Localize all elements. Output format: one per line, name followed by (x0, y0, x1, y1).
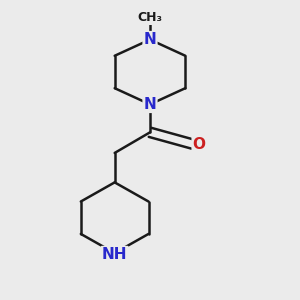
Text: CH₃: CH₃ (137, 11, 163, 24)
Text: N: N (144, 32, 156, 47)
Text: N: N (144, 97, 156, 112)
Text: O: O (193, 137, 206, 152)
Text: NH: NH (102, 247, 128, 262)
